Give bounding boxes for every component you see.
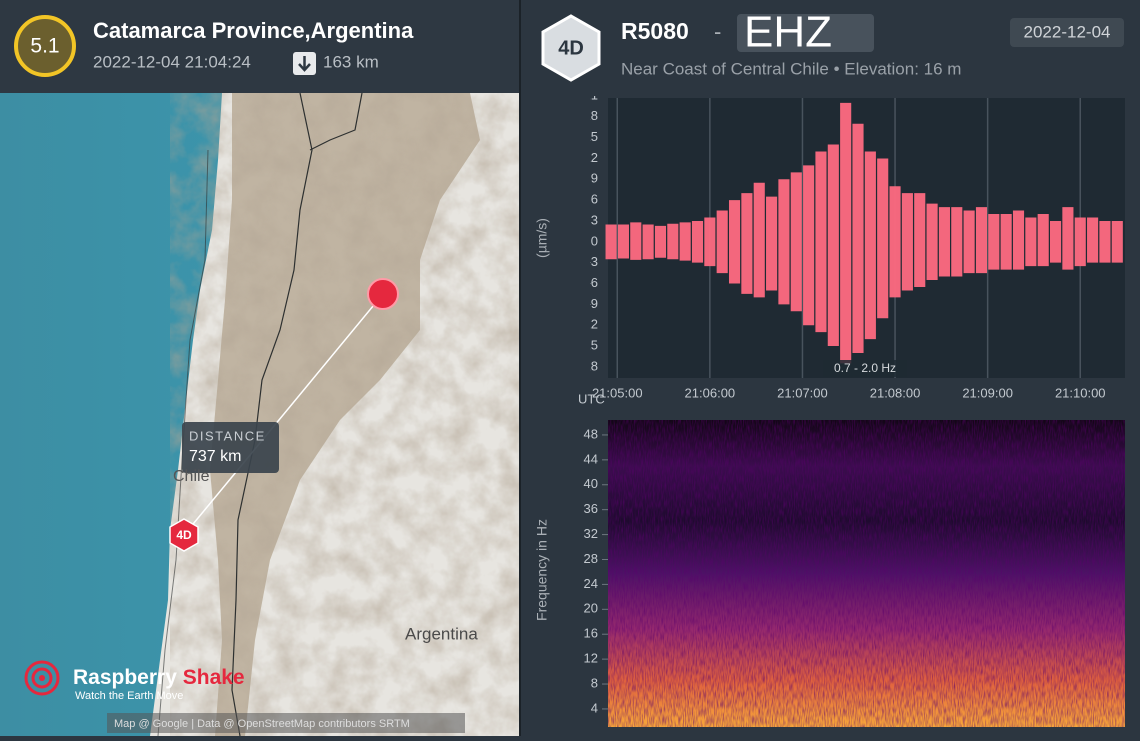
magnitude: 5.1: [30, 35, 59, 58]
terrain: [170, 93, 520, 736]
separator: -: [714, 19, 721, 44]
map: 4D DISTANCE 737 km Chile Argentina Raspb…: [0, 92, 520, 737]
border: [309, 92, 363, 151]
network-badge: [541, 14, 601, 82]
station-marker-label: 4D: [176, 528, 192, 542]
border: [231, 92, 313, 737]
y-tick-label: 16: [584, 626, 598, 641]
y-tick-label: 36: [584, 501, 598, 516]
y-tick-label: 32: [584, 526, 598, 541]
y-tick-label: 8: [591, 675, 598, 690]
station-marker[interactable]: [169, 518, 199, 552]
y-tick-label: 21: [584, 87, 598, 102]
event-region: Catamarca Province,Argentina: [93, 18, 414, 43]
attribution: Map @ Google | Data @ OpenStreetMap cont…: [114, 718, 410, 730]
logo-brand-main: Raspberry: [73, 666, 177, 689]
y-tick-label: 44: [584, 451, 598, 466]
spectrogram-texture: [608, 420, 1125, 727]
logo-icon: [24, 660, 60, 696]
event-header: [0, 0, 520, 93]
x-tick-label: 21:08:00: [870, 385, 921, 400]
distance-line: [183, 293, 384, 536]
logo: Raspberry Shake Watch the Earth Move: [24, 660, 245, 702]
y-tick-label: 20: [584, 601, 598, 616]
logo-brand-accent: Shake: [183, 666, 245, 689]
channel-box[interactable]: [737, 14, 874, 52]
y-tick-label: 24: [584, 576, 598, 591]
station-code: R5080: [621, 18, 689, 44]
y-tick-label: -9: [586, 296, 598, 311]
event-marker[interactable]: [367, 278, 399, 310]
y-tick-label: -18: [579, 358, 598, 373]
attribution-box: [107, 713, 465, 733]
x-tick-label: 21:07:00: [777, 385, 828, 400]
y-tick-label: -15: [579, 337, 598, 352]
logo-icon: [31, 667, 53, 689]
station-date: 2022-12-04: [1024, 22, 1111, 41]
annotation: 0.7 - 2.0 Hz: [834, 361, 896, 375]
x-tick-label: 21:06:00: [685, 385, 736, 400]
y-tick-label: 28: [584, 551, 598, 566]
logo-icon: [39, 675, 45, 681]
y-tick-label: -12: [579, 317, 598, 332]
distance-box: [182, 422, 279, 473]
date-box: [1010, 18, 1124, 47]
waveform: 21:05:00 21:06:00 21:07:00 21:08:00 21:09:00…: [579, 87, 1123, 400]
station-location: Near Coast of Central Chile • Elevation:…: [621, 59, 961, 78]
magnitude-badge: [14, 15, 76, 77]
y-tick-label: 3: [591, 212, 598, 227]
y-tick-label: 12: [584, 651, 598, 666]
distance-value: 737 km: [189, 448, 241, 465]
channel: EHZ: [744, 8, 832, 57]
y-tick-label: -3: [586, 254, 598, 269]
y-tick-label: 15: [584, 129, 598, 144]
y-tick-label: 0: [591, 233, 598, 248]
x-tick-label: 21:05:00: [592, 385, 643, 400]
y-tick-label: 12: [584, 150, 598, 165]
y-tick-label: 9: [591, 171, 598, 186]
y-tick-label: 48: [584, 426, 598, 441]
y-tick-label: 6: [591, 192, 598, 207]
logo-tagline: Watch the Earth Move: [75, 690, 183, 702]
distance-label: DISTANCE: [189, 428, 266, 443]
annotation-box: [823, 360, 907, 377]
event-datetime: 2022-12-04 21:04:24: [93, 52, 251, 71]
depth-arrow: [298, 56, 311, 72]
y-tick-label: -6: [586, 275, 598, 290]
event-depth: 163 km: [323, 52, 379, 71]
x-tick-label: 21:10:00: [1055, 385, 1106, 400]
y-axis-label: (µm/s): [534, 218, 550, 258]
x-tick-label: 21:09:00: [962, 385, 1013, 400]
x-axis-label: UTC: [578, 391, 605, 406]
map-label: Chile: [173, 468, 210, 485]
logo-brand: Raspberry Shake: [73, 666, 245, 689]
map-label: Argentina: [405, 624, 478, 643]
network: 4D: [558, 37, 584, 59]
y-tick-label: 4: [591, 700, 598, 715]
y-tick-label: 18: [584, 108, 598, 123]
y-axis-label: Frequency in Hz: [534, 519, 550, 621]
y-tick-label: 40: [584, 476, 598, 491]
